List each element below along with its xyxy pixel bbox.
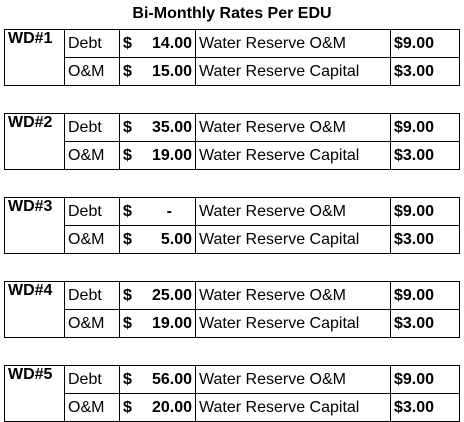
district-name-cell: WD#4 [4,281,65,338]
rate-type-cell: Debt [64,365,120,394]
table-row: WD#1 Debt $14.00 Water Reserve O&M $9.00 [4,29,460,86]
district-name-cell: WD#3 [4,197,65,254]
reserve-name-cell: Water Reserve O&M [195,365,391,394]
table-row: O&M $20.00 Water Reserve Capital $3.00 [5,393,460,422]
reserve-name-cell: Water Reserve O&M [195,197,391,226]
rate-amount-cell: $19.00 [119,309,196,338]
district-name-cell: WD#2 [4,113,65,170]
rate-amount-cell: $19.00 [119,141,196,170]
table-row: WD#5 Debt $56.00 Water Reserve O&M $9.00 [4,365,460,422]
reserve-amount-cell: $9.00 [390,197,460,226]
table-row: O&M $19.00 Water Reserve Capital $3.00 [5,309,460,338]
spacer-row [5,170,460,198]
reserve-name-cell: Water Reserve O&M [195,113,391,142]
rate-type-cell: O&M [64,393,120,422]
rate-amount-cell: $15.00 [119,57,196,86]
sheet-title: Bi-Monthly Rates Per EDU [132,5,332,22]
rate-type-cell: O&M [64,141,120,170]
reserve-name-cell: Water Reserve Capital [195,141,391,170]
reserve-amount-cell: $3.00 [390,225,460,254]
reserve-name-cell: Water Reserve Capital [195,393,391,422]
rate-amount-cell: $35.00 [119,113,196,142]
reserve-amount-cell: $3.00 [390,309,460,338]
rate-type-cell: Debt [64,29,120,58]
spacer-row [5,86,460,114]
table-row: O&M $19.00 Water Reserve Capital $3.00 [5,141,460,170]
rates-table: WD#1 Debt $14.00 Water Reserve O&M $9.00… [4,29,460,422]
table-row: WD#4 Debt $25.00 Water Reserve O&M $9.00 [4,281,460,338]
district-name-cell: WD#5 [4,365,65,422]
reserve-name-cell: Water Reserve O&M [195,281,391,310]
reserve-amount-cell: $9.00 [390,29,460,58]
reserve-name-cell: Water Reserve Capital [195,225,391,254]
rate-amount-cell: $56.00 [119,365,196,394]
rate-type-cell: O&M [64,225,120,254]
reserve-amount-cell: $9.00 [390,365,460,394]
reserve-amount-cell: $9.00 [390,113,460,142]
reserve-amount-cell: $9.00 [390,281,460,310]
spacer-row [5,338,460,366]
rate-amount-cell: $ - [119,197,196,226]
rate-amount-cell: $20.00 [119,393,196,422]
table-row: O&M $5.00 Water Reserve Capital $3.00 [5,225,460,254]
reserve-amount-cell: $3.00 [390,141,460,170]
district-name-cell: WD#1 [4,29,65,86]
rate-type-cell: Debt [64,281,120,310]
table-row: WD#3 Debt $ - Water Reserve O&M $9.00 [4,197,460,254]
table-row: WD#2 Debt $35.00 Water Reserve O&M $9.00 [4,113,460,170]
rate-type-cell: O&M [64,57,120,86]
rate-amount-cell: $14.00 [119,29,196,58]
rate-amount-cell: $25.00 [119,281,196,310]
reserve-name-cell: Water Reserve Capital [195,57,391,86]
rate-type-cell: Debt [64,197,120,226]
rate-type-cell: O&M [64,309,120,338]
reserve-amount-cell: $3.00 [390,393,460,422]
rate-amount-cell: $5.00 [119,225,196,254]
reserve-name-cell: Water Reserve O&M [195,29,391,58]
reserve-name-cell: Water Reserve Capital [195,309,391,338]
rate-type-cell: Debt [64,113,120,142]
spacer-row [5,254,460,282]
reserve-amount-cell: $3.00 [390,57,460,86]
table-row: O&M $15.00 Water Reserve Capital $3.00 [5,57,460,86]
